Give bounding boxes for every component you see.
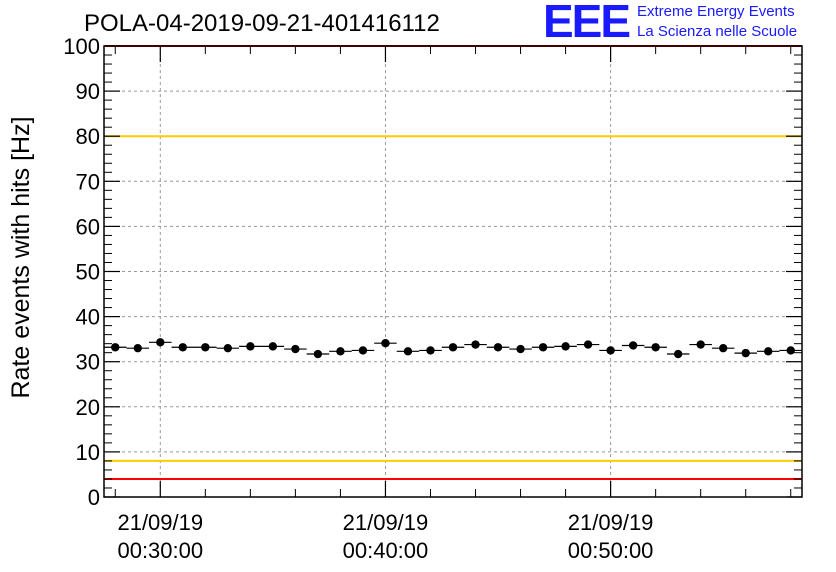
data-point xyxy=(786,346,795,355)
x-tick-date-label: 21/09/19 xyxy=(568,510,654,535)
y-tick-label: 60 xyxy=(76,214,100,239)
chart-title: POLA-04-2019-09-21-401416112 xyxy=(84,10,440,37)
x-tick-time-label: 00:40:00 xyxy=(343,538,429,563)
data-points xyxy=(104,338,802,359)
data-point xyxy=(628,341,638,350)
x-tick-time-label: 00:50:00 xyxy=(568,538,654,563)
y-tick-label: 20 xyxy=(76,395,100,420)
data-point xyxy=(651,343,660,352)
data-point xyxy=(516,344,525,354)
y-tick-label: 50 xyxy=(76,260,100,285)
data-point xyxy=(268,342,278,351)
data-point xyxy=(448,343,458,352)
y-tick-label: 0 xyxy=(88,485,100,510)
data-point xyxy=(246,342,255,351)
data-point xyxy=(471,340,480,349)
data-point xyxy=(133,343,142,353)
x-tick-time-label: 00:30:00 xyxy=(117,538,203,563)
data-point xyxy=(764,347,773,356)
data-point xyxy=(426,346,435,355)
data-point xyxy=(538,343,548,352)
data-point xyxy=(223,343,233,353)
data-point xyxy=(493,343,503,352)
y-tick-label: 40 xyxy=(76,305,100,330)
data-point xyxy=(381,339,390,348)
data-point xyxy=(358,346,368,355)
data-point xyxy=(403,347,413,356)
data-point xyxy=(561,342,570,351)
y-tick-label: 10 xyxy=(76,440,100,465)
data-point xyxy=(673,349,683,359)
data-point xyxy=(696,340,705,349)
logo-line-1: Extreme Energy Events xyxy=(637,3,795,20)
data-point xyxy=(178,343,188,352)
reference-lines xyxy=(104,45,802,480)
axis-labels: 0 10 20 30 40 50 60 70 80 90 100 21/09/19 00:30:00 21… xyxy=(63,34,653,563)
y-tick-label: 100 xyxy=(63,34,100,59)
data-point xyxy=(156,338,165,347)
data-point xyxy=(336,347,345,356)
y-tick-label: 30 xyxy=(76,350,100,375)
data-point xyxy=(291,344,300,354)
y-tick-label: 90 xyxy=(76,79,100,104)
data-point xyxy=(111,343,120,352)
logo-line-2: La Scienza nelle Scuole xyxy=(637,23,798,40)
data-point xyxy=(313,349,323,359)
data-point xyxy=(741,348,750,358)
grid-lines xyxy=(104,46,802,497)
data-point xyxy=(718,343,728,353)
eee-logo-letters: EEE xyxy=(543,0,631,47)
y-tick-label: 80 xyxy=(76,124,100,149)
data-point xyxy=(201,343,210,352)
y-axis-label: Rate events with hits [Hz] xyxy=(7,116,35,398)
axis-ticks xyxy=(104,45,802,498)
data-point xyxy=(583,340,593,349)
y-tick-label: 70 xyxy=(76,169,100,194)
x-tick-date-label: 21/09/19 xyxy=(117,510,203,535)
data-point xyxy=(606,346,615,355)
x-tick-date-label: 21/09/19 xyxy=(343,510,429,535)
